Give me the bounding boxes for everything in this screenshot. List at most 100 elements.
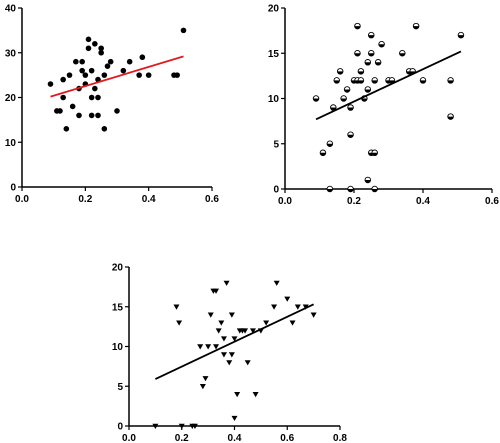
x-tick-label: 0.2: [78, 194, 92, 205]
data-point: [371, 77, 378, 84]
data-point: [357, 68, 365, 75]
data-point: [412, 22, 420, 30]
data-point: [120, 67, 127, 74]
data-point: [191, 423, 198, 429]
data-point: [213, 288, 220, 294]
data-point: [136, 72, 142, 78]
data-point: [152, 423, 159, 429]
x-tick-label: 0.4: [416, 196, 430, 207]
x-tick-label: 0.0: [122, 433, 136, 443]
data-point: [354, 50, 361, 57]
data-point: [347, 104, 354, 111]
y-tick-label: 30: [5, 48, 17, 59]
y-tick-label: 0: [117, 422, 123, 433]
data-point: [202, 376, 209, 382]
data-point: [347, 185, 354, 193]
data-point: [215, 328, 222, 334]
data-point: [354, 22, 361, 30]
y-tick-label: 10: [5, 138, 17, 149]
data-point: [333, 77, 341, 84]
data-point: [374, 59, 382, 66]
x-tick-label: 0.6: [280, 433, 294, 443]
data-point: [326, 185, 334, 193]
data-point: [371, 149, 378, 157]
data-point: [271, 304, 278, 310]
data-point: [73, 58, 79, 65]
data-point: [88, 67, 95, 74]
y-tick-label: 20: [5, 93, 17, 104]
data-point: [242, 328, 249, 334]
data-point: [419, 77, 427, 84]
y-tick-label: 5: [273, 139, 279, 150]
data-point: [319, 149, 327, 157]
data-point: [294, 304, 301, 310]
data-point: [368, 50, 375, 57]
data-point: [249, 328, 256, 334]
x-tick-label: 0.8: [333, 433, 347, 443]
data-point: [205, 344, 212, 350]
data-point: [57, 108, 63, 114]
y-tick-label: 40: [5, 4, 17, 15]
data-point: [347, 131, 354, 138]
data-point: [85, 45, 92, 52]
data-point: [226, 360, 233, 366]
data-point: [95, 112, 101, 119]
data-point: [85, 36, 92, 43]
data-point: [88, 112, 95, 119]
data-point: [101, 72, 108, 78]
data-point: [98, 49, 104, 56]
data-point: [252, 392, 259, 398]
data-point: [336, 68, 344, 75]
data-point: [223, 280, 230, 286]
data-point: [63, 126, 70, 132]
data-point: [92, 85, 98, 92]
data-point: [326, 140, 334, 147]
regression-line: [315, 50, 462, 121]
data-point: [66, 72, 73, 78]
data-point: [69, 103, 76, 110]
data-point: [218, 320, 225, 326]
data-point: [88, 94, 95, 101]
data-point: [234, 392, 241, 398]
x-tick-label: 0.4: [228, 433, 242, 443]
x-tick-label: 0.6: [205, 194, 219, 205]
data-point: [289, 320, 296, 326]
data-point: [364, 59, 372, 66]
data-point: [364, 176, 372, 184]
y-tick-label: 10: [268, 94, 280, 105]
data-point: [343, 86, 351, 93]
data-point: [79, 67, 85, 74]
data-point: [92, 41, 98, 47]
data-point: [357, 77, 365, 84]
data-point: [213, 344, 220, 350]
data-point: [228, 352, 235, 358]
data-point: [371, 185, 378, 193]
data-point: [178, 423, 185, 429]
data-point: [340, 95, 347, 102]
y-tick-label: 0: [10, 183, 16, 194]
y-tick-label: 10: [112, 342, 124, 353]
data-point: [228, 312, 235, 318]
data-point: [114, 108, 120, 114]
data-point: [197, 344, 204, 350]
data-point: [378, 40, 385, 48]
y-tick-label: 15: [268, 49, 280, 60]
data-point: [457, 31, 465, 39]
data-point: [60, 76, 66, 83]
x-tick-label: 0.2: [175, 433, 189, 443]
data-point: [145, 72, 152, 78]
data-point: [79, 58, 85, 65]
x-tick-label: 0.6: [485, 196, 499, 207]
data-point: [126, 58, 133, 65]
y-tick-label: 20: [268, 4, 280, 15]
x-tick-label: 0.0: [278, 196, 292, 207]
data-point: [82, 72, 89, 78]
data-point: [312, 95, 320, 102]
x-tick-label: 0.4: [142, 194, 156, 205]
data-point: [364, 86, 372, 93]
data-point: [95, 94, 101, 101]
data-point: [244, 360, 251, 366]
